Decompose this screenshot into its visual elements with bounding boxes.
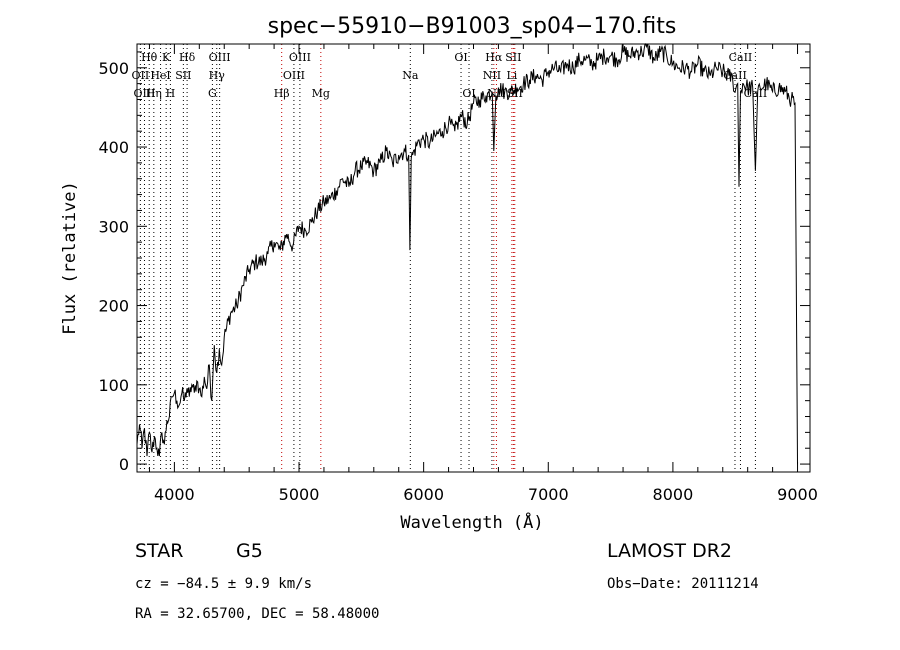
line-marker-label: NII xyxy=(487,87,505,100)
observation-date: Obs−Date: 20111214 xyxy=(607,576,759,592)
line-marker-label: Hα xyxy=(485,51,503,64)
x-tick-label: 6000 xyxy=(403,485,444,504)
line-marker-label: Hη xyxy=(146,87,162,100)
y-tick-label: 100 xyxy=(98,376,129,395)
line-marker-label: CaII xyxy=(744,87,768,100)
line-marker-label: CaII xyxy=(723,69,747,82)
axis-ticks: 4000 5000 6000 7000 8000 9000 0 100 200 300 400 500 xyxy=(98,44,818,504)
line-marker-label: SII xyxy=(505,51,521,64)
plot-frame xyxy=(136,43,811,473)
spectral-line-markers xyxy=(139,44,756,472)
x-tick-label: 8000 xyxy=(653,485,694,504)
line-marker-label: Hδ xyxy=(179,51,196,64)
chart-title: spec−55910−B91003_sp04−170.fits xyxy=(268,14,677,39)
x-tick-label: 7000 xyxy=(528,485,569,504)
line-marker-label: Li xyxy=(506,69,517,82)
line-marker-label: OIII xyxy=(289,51,311,64)
line-marker-label: SII xyxy=(507,87,523,100)
line-marker-label: CaII xyxy=(729,51,753,64)
line-marker-label: Na xyxy=(402,69,419,82)
y-tick-label: 200 xyxy=(98,297,129,316)
x-tick-label: 9000 xyxy=(777,485,818,504)
line-marker-label: G xyxy=(208,87,217,100)
line-marker-label: HeI xyxy=(150,69,170,82)
line-marker-label: K xyxy=(162,51,171,64)
line-marker-label: OIII xyxy=(283,69,305,82)
line-marker-label: Hβ xyxy=(274,87,290,100)
redshift-velocity: cz = −84.5 ± 9.9 km/s xyxy=(135,576,313,592)
y-tick-label: 300 xyxy=(98,217,129,236)
x-tick-label: 5000 xyxy=(279,485,320,504)
line-marker-label: NII xyxy=(483,69,501,82)
line-marker-label: OI xyxy=(462,87,475,100)
y-tick-label: 0 xyxy=(119,455,129,474)
coordinates: RA = 32.65700, DEC = 58.48000 xyxy=(135,606,380,622)
x-tick-label: 4000 xyxy=(154,485,195,504)
line-marker-label: Hγ xyxy=(209,69,226,82)
x-axis-label: Wavelength (Å) xyxy=(400,511,543,533)
object-subclass: G5 xyxy=(236,540,263,562)
spectrum-line xyxy=(136,43,798,465)
line-marker-label: OI xyxy=(454,51,467,64)
y-tick-label: 400 xyxy=(98,138,129,157)
line-marker-label: OII xyxy=(132,69,150,82)
line-marker-label: OIII xyxy=(133,87,155,100)
line-marker-label: Hθ xyxy=(141,51,158,64)
object-class: STAR xyxy=(135,540,184,562)
line-marker-label: H xyxy=(166,87,176,100)
line-marker-label: Mg xyxy=(312,87,330,100)
line-marker-label: OIII xyxy=(209,51,231,64)
survey-name: LAMOST DR2 xyxy=(607,540,732,562)
y-tick-label: 500 xyxy=(98,59,129,78)
line-marker-label: SII xyxy=(175,69,191,82)
y-axis-label: Flux (relative) xyxy=(60,181,80,335)
